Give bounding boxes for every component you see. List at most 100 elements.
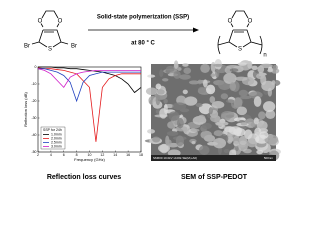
sem-grain — [239, 95, 251, 100]
y-tick-label: -50 — [31, 150, 36, 154]
series-line — [38, 68, 141, 103]
sem-grain — [251, 65, 258, 71]
atom-label: O — [58, 19, 63, 25]
page: O O S Br Br Solid-state polymerization (… — [23, 10, 281, 181]
atom-label: O — [38, 19, 43, 25]
sem-grain — [209, 96, 216, 104]
plot-frame — [37, 66, 142, 153]
sem-grain — [233, 127, 246, 137]
series-line — [37, 67, 141, 142]
sem-scale-bar: 500nm — [264, 156, 274, 160]
sem-grain — [234, 76, 248, 81]
x-tick-label: 8 — [76, 153, 78, 157]
series-line — [38, 66, 142, 94]
sem-grain — [200, 63, 210, 73]
atom-label: O — [228, 19, 233, 25]
sem-grain — [211, 101, 225, 109]
sem-grain — [202, 79, 208, 88]
sem-grain — [226, 133, 233, 144]
legend-box — [40, 126, 66, 150]
sem-grain — [262, 101, 276, 112]
sem-grain — [157, 89, 165, 95]
sem-grain — [267, 69, 274, 73]
x-tick-label: 6 — [63, 153, 65, 157]
sem-grain — [223, 148, 230, 154]
sem-grain — [237, 62, 247, 66]
atom-label: S — [238, 47, 242, 53]
arrow-head — [193, 27, 199, 33]
legend-label: 2.5mm — [51, 140, 62, 144]
sem-grain — [259, 131, 269, 139]
x-axis-label: Frequency (GHz) — [74, 157, 105, 162]
sem-grain — [197, 114, 206, 123]
sem-grain — [191, 141, 196, 145]
sem-grain — [155, 83, 162, 90]
x-tick-label: 16 — [126, 153, 130, 157]
x-tick-label: 12 — [100, 153, 104, 157]
legend-label: 2.0mm — [51, 136, 62, 140]
sem-image — [144, 58, 281, 161]
sem-grain — [213, 63, 223, 67]
sem-info: SM600 10.0kV x100k SE(M,LA0) — [153, 156, 197, 160]
sem-grain — [163, 98, 168, 104]
sem-grain — [233, 136, 241, 145]
sem-grain — [236, 106, 248, 116]
y-tick-label: -20 — [31, 99, 36, 103]
sem-grain — [165, 65, 175, 72]
sem-grain — [224, 66, 233, 74]
sem-grain — [182, 89, 188, 95]
sem-grain — [183, 67, 192, 74]
sem-grain — [182, 63, 189, 67]
sem-grain — [225, 99, 235, 104]
sem-grain — [246, 138, 258, 148]
atom-label: Br — [71, 44, 77, 50]
sem-grain — [271, 68, 280, 74]
x-tick-label: 2 — [37, 153, 39, 157]
sem-grain — [272, 64, 278, 71]
bonds — [217, 10, 263, 55]
sem-grain — [168, 111, 180, 121]
sem-grain — [208, 107, 213, 115]
monomer-structure: O O S Br Br — [24, 10, 77, 53]
sem-grain — [239, 135, 248, 146]
sem-grain — [233, 104, 238, 109]
sem-grain — [159, 143, 169, 154]
bonds — [31, 10, 69, 48]
sem-grain — [210, 115, 221, 123]
caption: Reflection loss curves — [47, 174, 121, 181]
sem-grain — [240, 121, 248, 126]
graphical-abstract: O O S Br Br Solid-state polymerization (… — [23, 10, 281, 181]
sem-grain — [159, 69, 164, 77]
sem-grain — [159, 108, 168, 119]
sem-grain — [210, 73, 216, 78]
sem-grain — [258, 111, 266, 120]
sem-grain — [223, 72, 237, 84]
sem-grain — [166, 130, 179, 136]
y-tick-label: -40 — [31, 133, 36, 137]
atom-label: Br — [24, 44, 30, 50]
sem-grain — [197, 79, 202, 85]
sem-grain — [256, 73, 265, 80]
sem-grain — [152, 136, 161, 143]
series-line — [37, 68, 141, 89]
sem-grain — [145, 87, 158, 96]
sem-grain — [265, 109, 276, 120]
sem-grain — [229, 82, 237, 91]
sem-grain — [201, 122, 212, 130]
chart: 2 4 6 8 10 12 14 16 18 0 -10 -20 -30 -40 -50 Frequency … — [23, 65, 143, 162]
sem-grain — [231, 149, 236, 154]
sem-grain — [256, 120, 268, 131]
sem-grain — [147, 74, 156, 78]
caption: SEM of SSP-PEDOT — [181, 174, 248, 181]
x-tick-label: 14 — [113, 153, 117, 157]
sem-grain — [212, 138, 227, 149]
sem-grain — [213, 130, 223, 137]
sem-grain — [162, 78, 169, 82]
sem-grain — [247, 60, 253, 69]
sem-grain — [229, 68, 239, 73]
sem-grain — [173, 60, 179, 69]
sem-grain — [190, 128, 200, 132]
y-axis-label: Reflection loss (dB) — [23, 91, 28, 126]
sem-grain — [225, 114, 234, 118]
sem-grain — [215, 121, 229, 126]
